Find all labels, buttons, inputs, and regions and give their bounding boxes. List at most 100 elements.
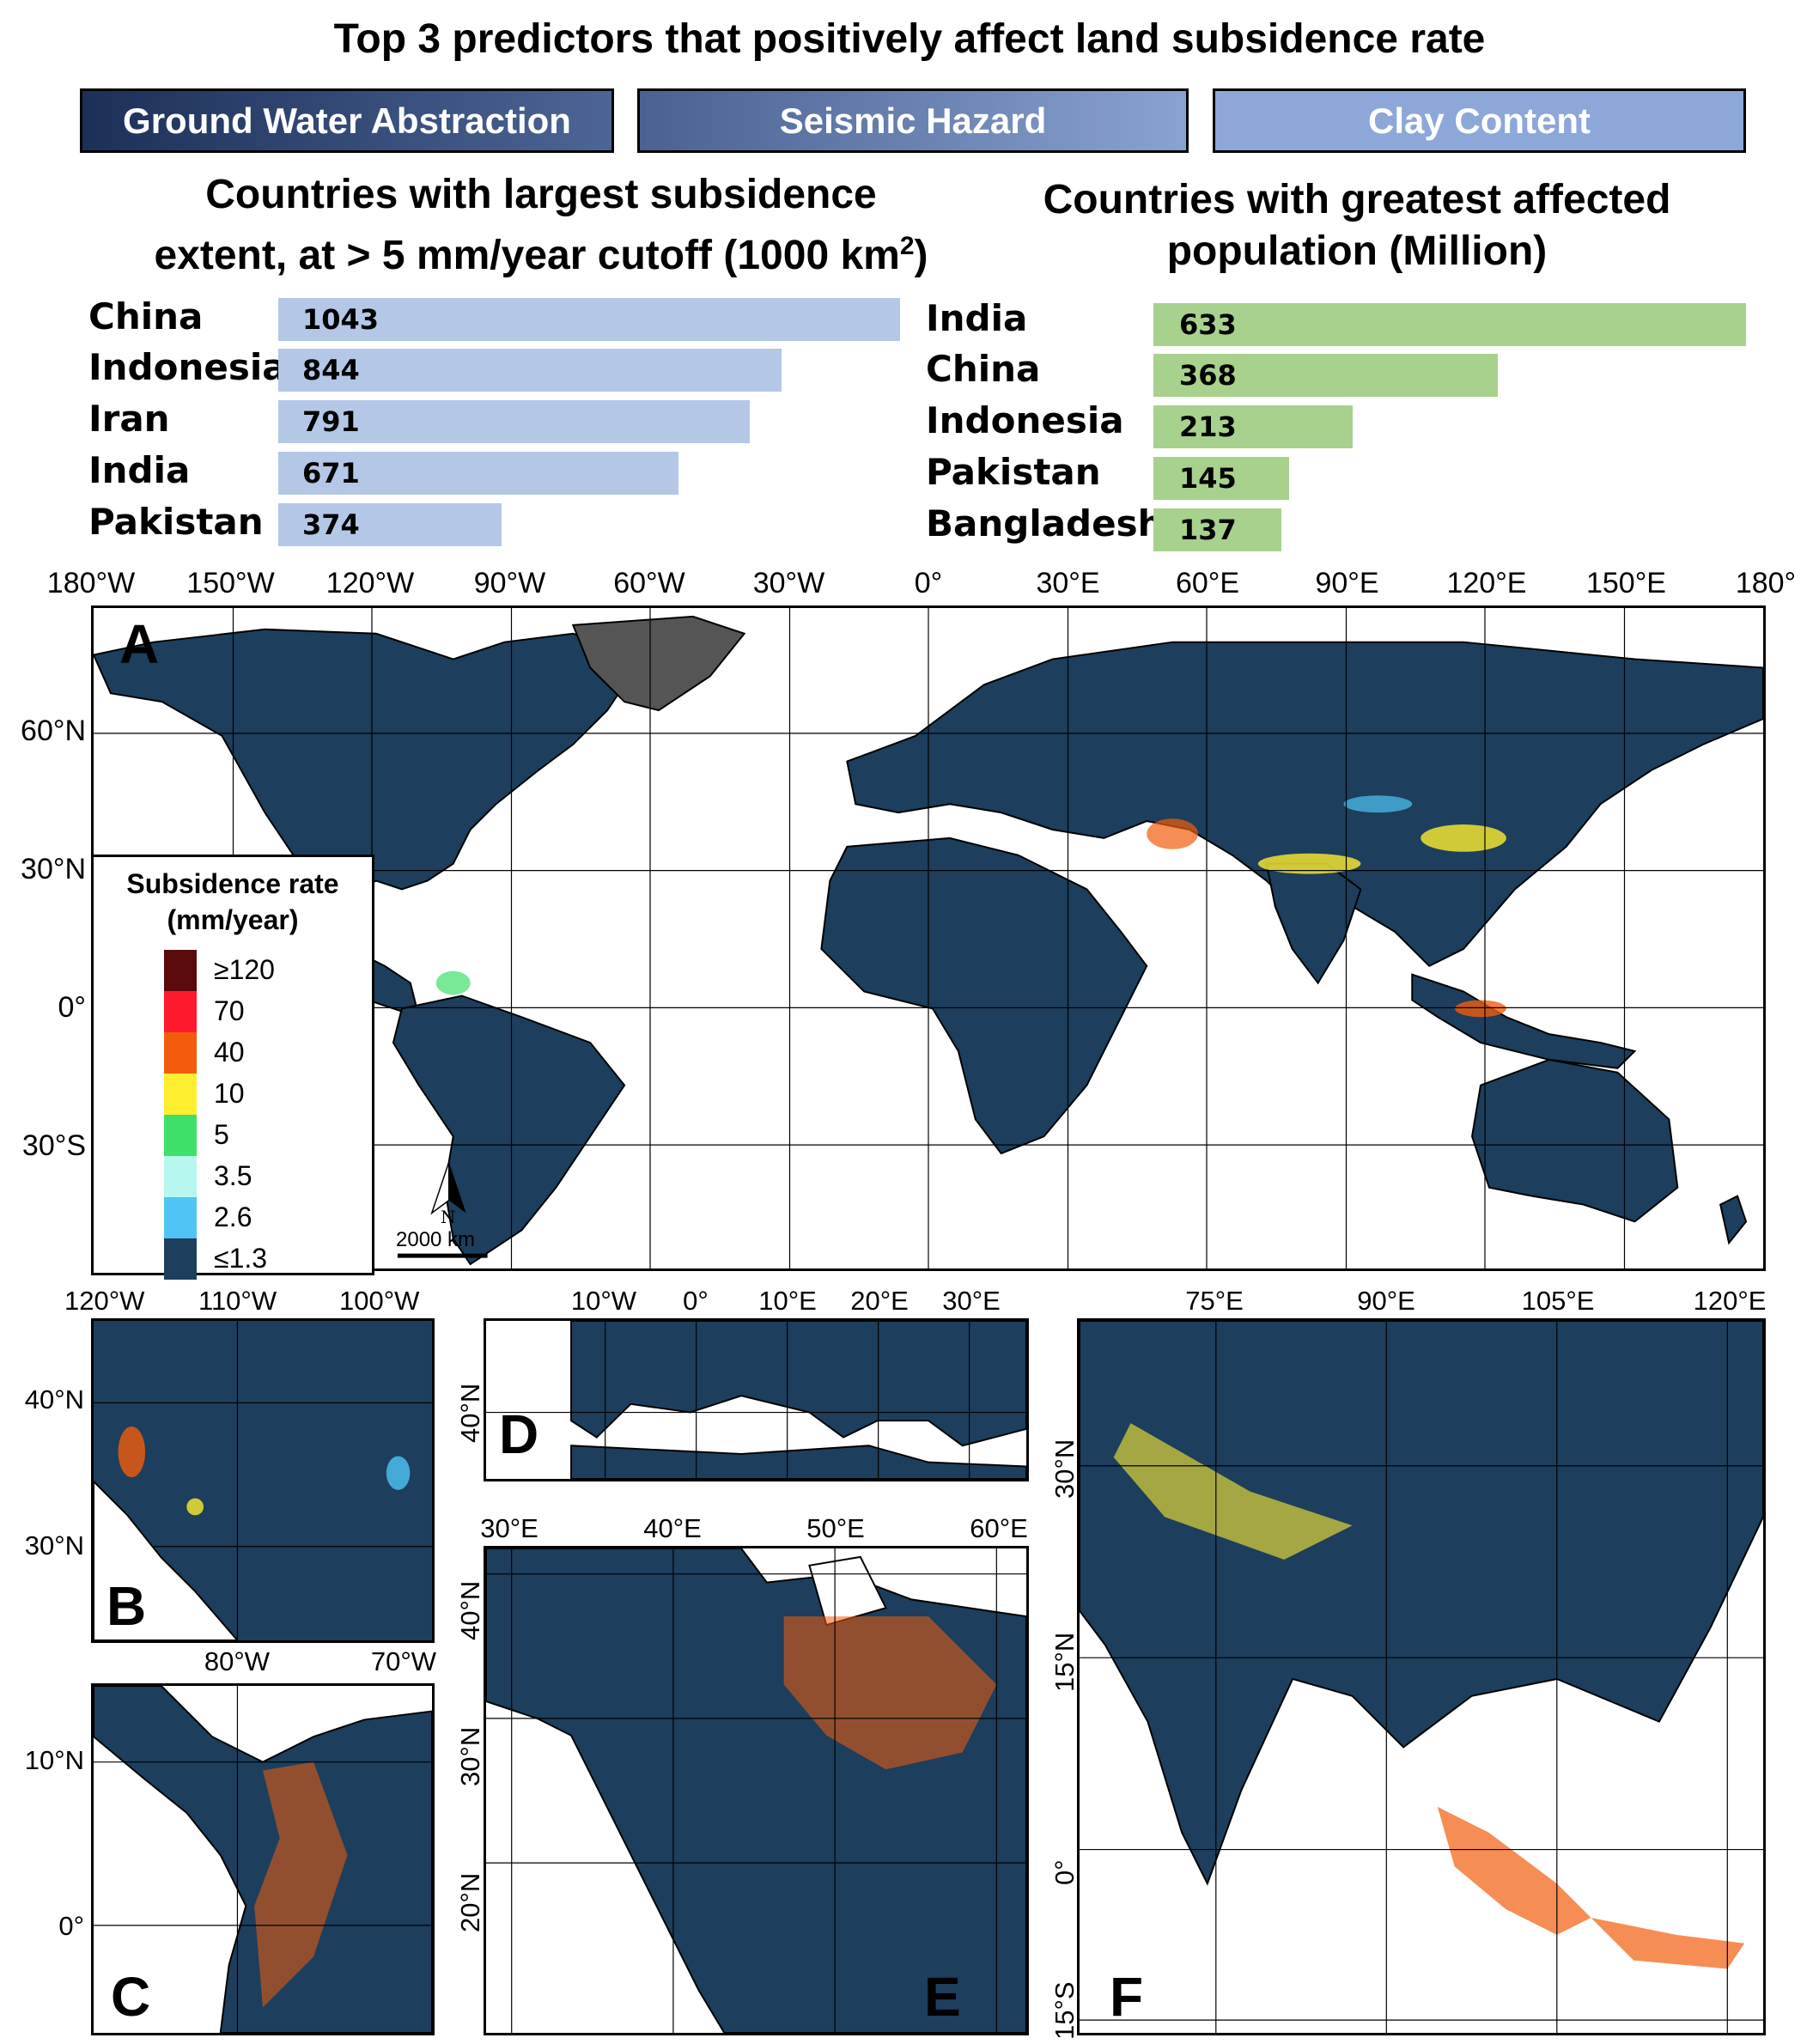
panel-d-longitude-tick: 20°E bbox=[850, 1286, 909, 1316]
extent-country-label: China bbox=[88, 295, 204, 338]
population-bar bbox=[1153, 405, 1353, 448]
legend-swatch bbox=[164, 1032, 197, 1074]
panel-letter-a: A bbox=[119, 613, 160, 675]
legend-label: 5 bbox=[214, 1119, 229, 1150]
legend-label: 70 bbox=[214, 995, 245, 1026]
extent-bar bbox=[278, 298, 900, 341]
panel-letter-c: C bbox=[111, 1966, 151, 2028]
population-bar-value: 633 bbox=[1179, 308, 1237, 341]
panel-f-longitude-tick: 90°E bbox=[1357, 1286, 1415, 1316]
map-a-longitude-tick: 150°E bbox=[1585, 567, 1666, 599]
panel-f-latitude-tick: 0° bbox=[1049, 1859, 1080, 1885]
map-a-longitude-tick: 30°W bbox=[752, 567, 825, 599]
panel-b-latitude-tick: 30°N bbox=[24, 1530, 84, 1560]
population-chart-title: Countries with greatest affected populat… bbox=[996, 174, 1718, 277]
panel-e-longitude-tick: 60°E bbox=[970, 1513, 1028, 1543]
australia-landmass bbox=[1471, 1058, 1679, 1223]
panel-f-longitude-tick: 75°E bbox=[1185, 1286, 1244, 1316]
north-label: N bbox=[441, 1207, 456, 1227]
extent-country-label: Indonesia bbox=[88, 346, 287, 388]
predictor-label: Ground Water Abstraction bbox=[123, 100, 571, 141]
legend-swatch bbox=[164, 1238, 197, 1280]
legend-label: 3.5 bbox=[214, 1160, 252, 1191]
population-country-label: China bbox=[926, 348, 1041, 390]
legend-swatch bbox=[164, 1074, 197, 1115]
panel-b-longitude-tick: 100°W bbox=[339, 1286, 420, 1316]
panel-c-longitude-tick: 70°W bbox=[370, 1646, 437, 1676]
world-map-svg bbox=[94, 608, 1763, 1268]
legend-swatch bbox=[164, 1156, 197, 1197]
extent-chart-title: Countries with largest subsidence extent… bbox=[103, 169, 979, 282]
panel-f-latitude-tick: 30°N bbox=[1049, 1439, 1080, 1499]
north-america-landmass bbox=[94, 628, 643, 952]
population-country-label: Bangladesh bbox=[926, 502, 1164, 544]
extent-bar bbox=[278, 503, 502, 546]
population-country-label: Indonesia bbox=[926, 399, 1124, 441]
panel-b-longitude-tick: 110°W bbox=[198, 1286, 277, 1316]
panel-c-latitude-tick: 10°N bbox=[24, 1745, 84, 1775]
population-bar-value: 145 bbox=[1179, 462, 1237, 495]
legend-swatch bbox=[164, 1197, 197, 1238]
population-title-line2: population (Million) bbox=[1166, 228, 1548, 274]
map-f-asia: F bbox=[1077, 1318, 1766, 2035]
map-a-latitude-tick: 60°N bbox=[21, 715, 86, 747]
map-a-longitude-tick: 90°E bbox=[1315, 567, 1379, 599]
population-bar bbox=[1153, 508, 1281, 551]
panel-e-latitude-tick: 20°N bbox=[455, 1872, 485, 1932]
population-bar bbox=[1153, 457, 1289, 500]
map-a-longitude-tick: 180° bbox=[1735, 567, 1797, 599]
map-b-western-us: B bbox=[91, 1318, 435, 1643]
panel-letter-b: B bbox=[106, 1575, 147, 1637]
legend-label: 40 bbox=[214, 1037, 245, 1068]
panel-c-longitude-tick: 80°W bbox=[204, 1646, 271, 1676]
legend-label: ≤1.3 bbox=[214, 1243, 268, 1274]
population-bar-value: 368 bbox=[1179, 359, 1237, 392]
panel-d-longitude-tick: 10°E bbox=[758, 1286, 817, 1316]
africa-landmass bbox=[820, 836, 1148, 1155]
legend-swatch bbox=[164, 950, 197, 991]
extent-bar bbox=[278, 400, 750, 443]
panel-d-latitude-tick: 40°N bbox=[455, 1383, 485, 1443]
extent-country-label: Iran bbox=[88, 398, 170, 440]
map-a-longitude-tick: 60°E bbox=[1175, 567, 1240, 599]
extent-country-label: India bbox=[88, 449, 191, 491]
map-a-latitude-tick: 30°N bbox=[21, 853, 86, 885]
panel-e-longitude-tick: 30°E bbox=[480, 1513, 538, 1543]
new-zealand-landmass bbox=[1719, 1195, 1748, 1245]
predictor-label: Seismic Hazard bbox=[779, 100, 1047, 141]
population-country-label: India bbox=[926, 297, 1028, 339]
map-a-latitude-tick: 0° bbox=[58, 991, 86, 1024]
map-a-longitude-tick: 120°E bbox=[1446, 567, 1527, 599]
population-bar bbox=[1153, 303, 1746, 346]
panel-c-latitude-tick: 0° bbox=[58, 1911, 84, 1941]
population-bar bbox=[1153, 354, 1498, 397]
map-e-middle-east: E bbox=[484, 1546, 1029, 2035]
map-d-mediterranean: D bbox=[484, 1318, 1029, 1481]
indonesia-landmass bbox=[1411, 973, 1637, 1069]
map-a-longitude-tick: 60°W bbox=[613, 567, 685, 599]
extent-title-line1: Countries with largest subsidence bbox=[205, 172, 877, 217]
legend-title: Subsidence rate (mm/year) bbox=[126, 868, 339, 935]
map-a-longitude-tick: 150°W bbox=[186, 567, 275, 599]
extent-country-label: Pakistan bbox=[88, 501, 264, 543]
predictor-groundwater: Ground Water Abstraction bbox=[80, 88, 614, 153]
panel-f-latitude-tick: 15°S bbox=[1049, 1981, 1080, 2040]
eurasia-landmass bbox=[846, 641, 1763, 967]
predictor-clay: Clay Content bbox=[1213, 88, 1746, 153]
map-a-longitude-tick: 120°W bbox=[325, 567, 415, 599]
panel-e-longitude-tick: 40°E bbox=[643, 1513, 702, 1543]
panel-f-latitude-tick: 15°N bbox=[1049, 1632, 1080, 1692]
panel-f-longitude-tick: 105°E bbox=[1521, 1286, 1595, 1316]
panel-e-longitude-tick: 50°E bbox=[806, 1513, 865, 1543]
legend-label: ≥120 bbox=[214, 954, 275, 985]
panel-f-longitude-tick: 120°E bbox=[1693, 1286, 1767, 1316]
map-a-longitude-tick: 30°E bbox=[1036, 567, 1100, 599]
panel-letter-e: E bbox=[924, 1966, 961, 2028]
panel-e-latitude-tick: 40°N bbox=[455, 1580, 485, 1640]
map-c-colombia: C bbox=[91, 1683, 435, 2035]
map-a-longitude-tick: 0° bbox=[914, 567, 943, 599]
legend-label: 2.6 bbox=[214, 1201, 252, 1232]
figure-title: Top 3 predictors that positively affect … bbox=[333, 16, 1486, 62]
predictor-label: Clay Content bbox=[1367, 100, 1591, 141]
population-bar-value: 213 bbox=[1179, 411, 1237, 443]
